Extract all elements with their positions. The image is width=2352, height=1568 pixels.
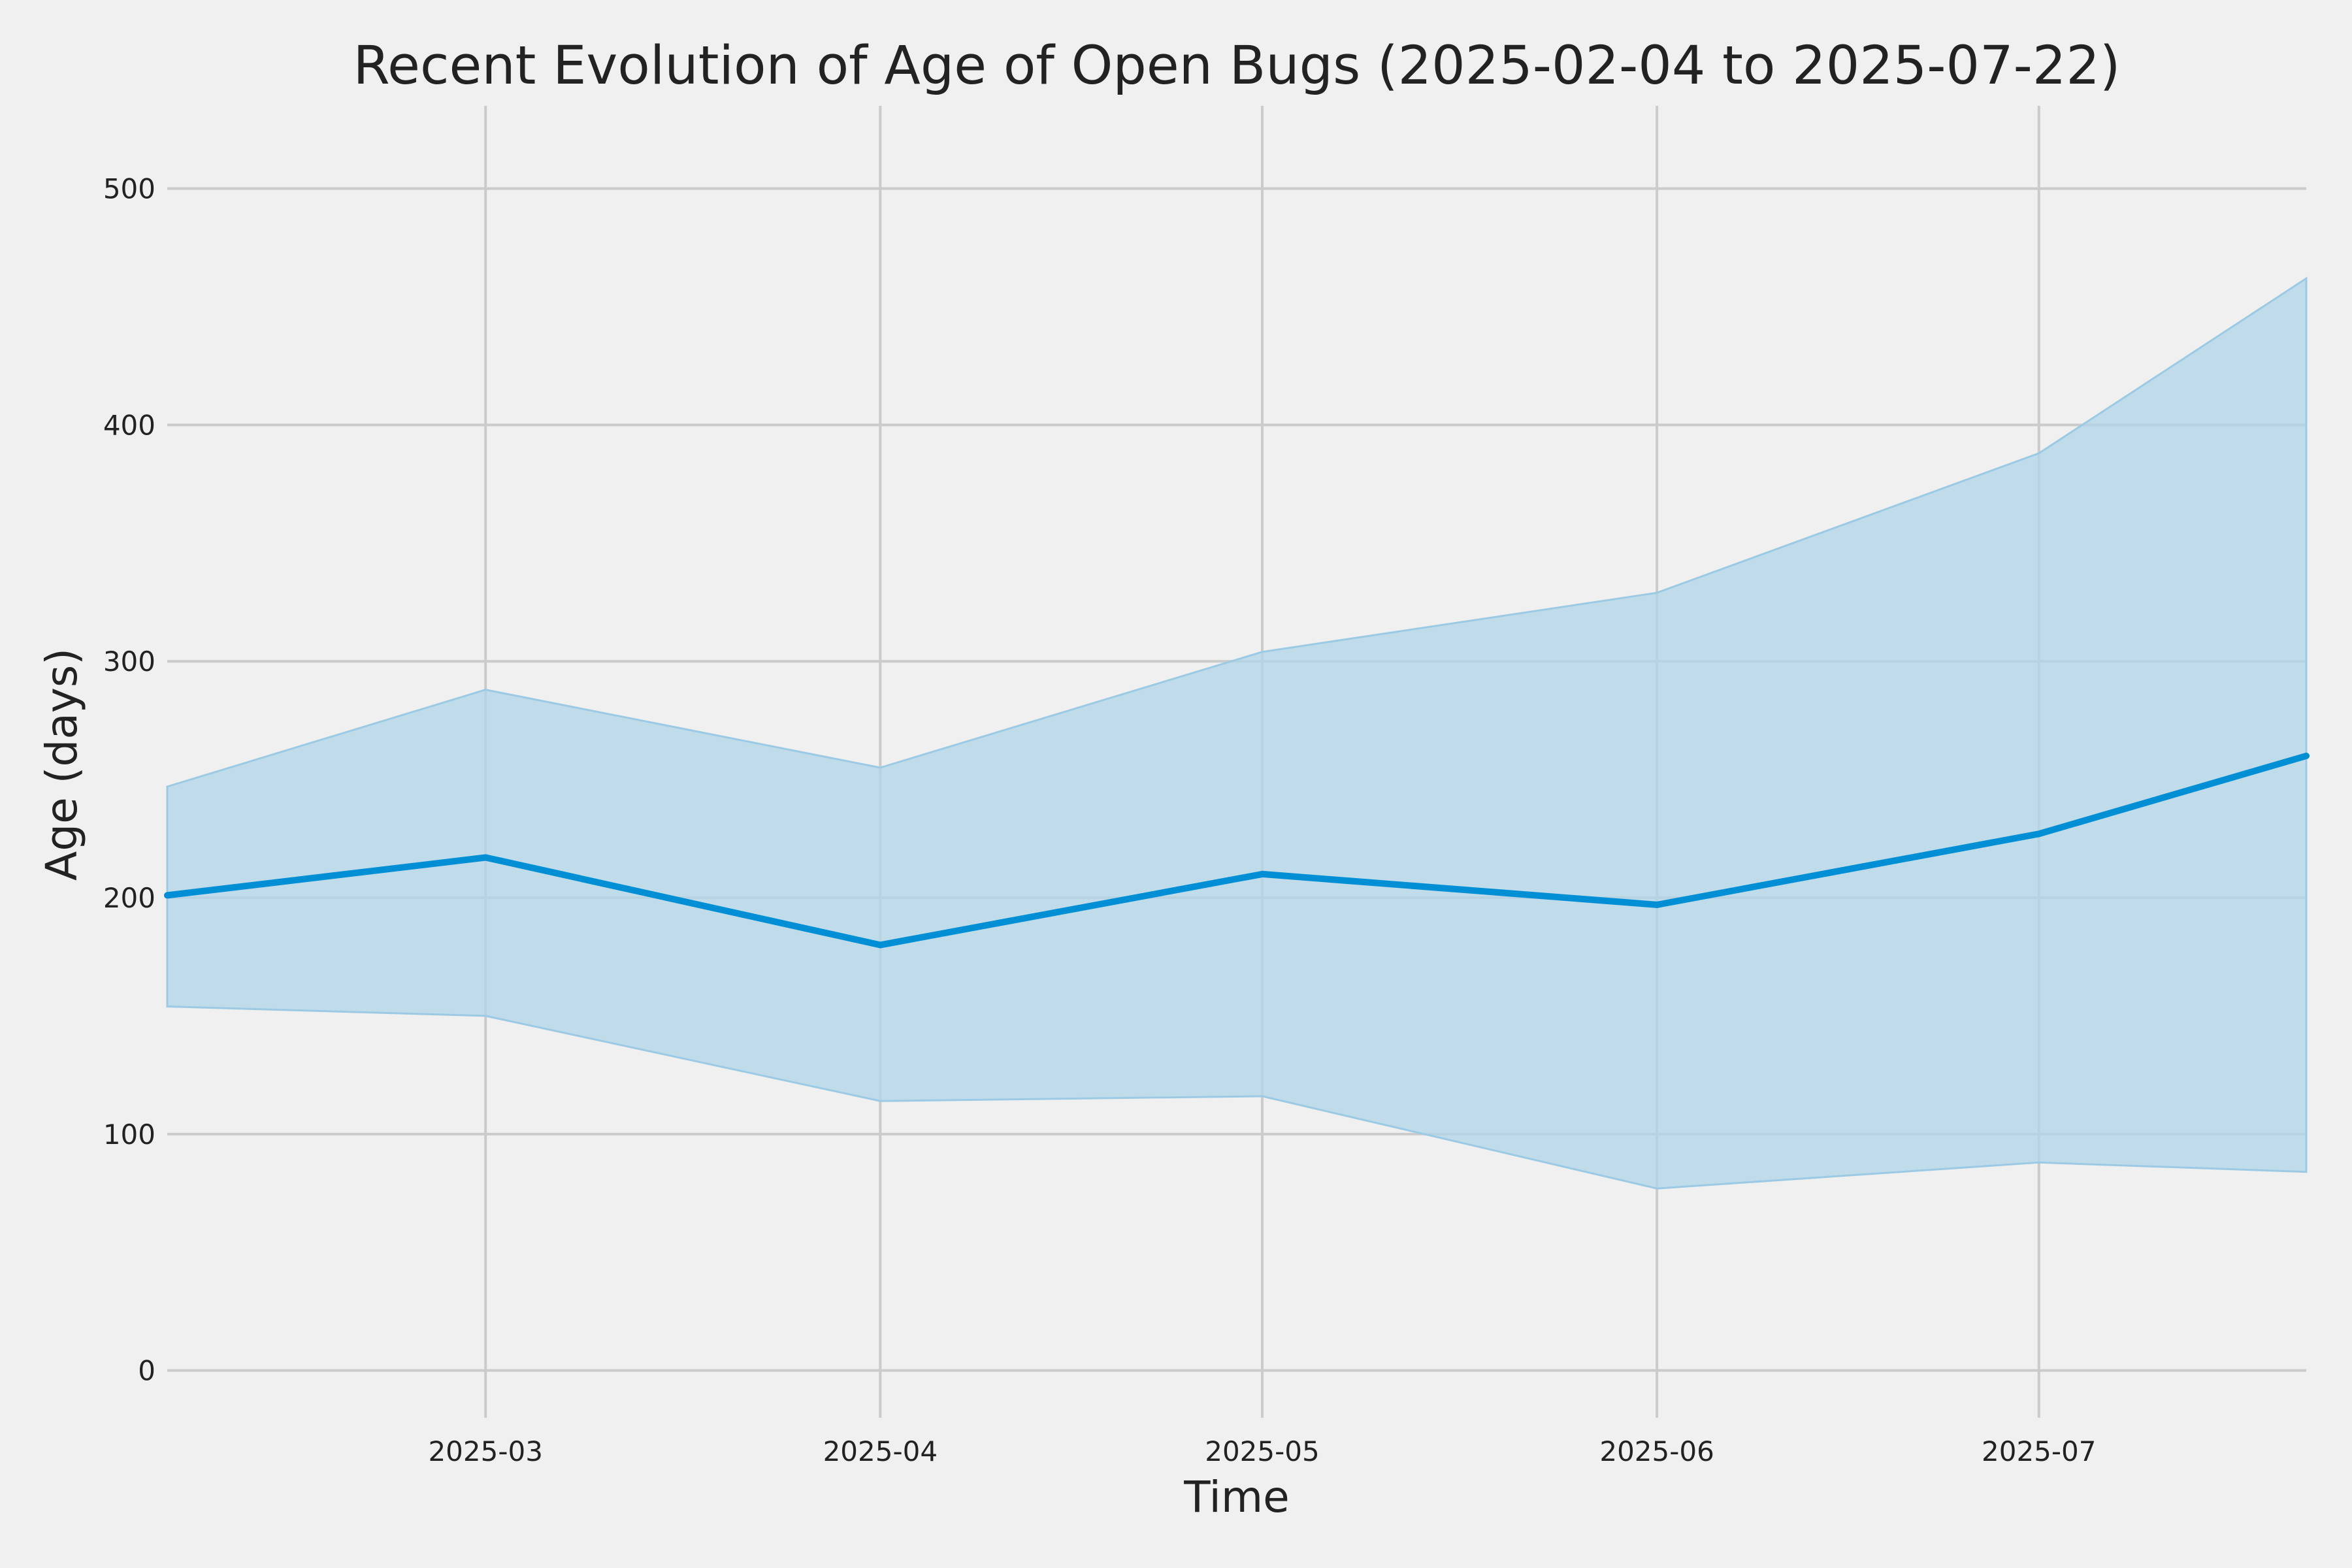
y-tick-label: 200 — [103, 882, 155, 914]
data-point — [1258, 870, 1266, 877]
x-tick-label: 2025-03 — [428, 1435, 543, 1467]
data-point — [2303, 752, 2310, 759]
y-axis-label: Age (days) — [37, 648, 87, 881]
x-tick-label: 2025-04 — [823, 1435, 938, 1467]
series-line-layer — [164, 752, 2310, 949]
y-tick-labels: 0 100 200 300 400 500 — [103, 173, 155, 1387]
y-tick-label: 500 — [103, 173, 155, 205]
data-point — [1654, 901, 1661, 908]
x-tick-label: 2025-07 — [1982, 1435, 2097, 1467]
x-tick-label: 2025-06 — [1599, 1435, 1714, 1467]
x-axis-label: Time — [1183, 1472, 1290, 1522]
y-tick-label: 400 — [103, 409, 155, 441]
data-point — [877, 941, 884, 949]
data-point — [482, 854, 489, 861]
range-band-layer — [166, 276, 2308, 1190]
y-tick-label: 0 — [138, 1355, 155, 1387]
y-tick-label: 100 — [103, 1119, 155, 1151]
x-tick-label: 2025-05 — [1205, 1435, 1320, 1467]
data-point — [2035, 830, 2042, 838]
x-tick-labels: 2025-03 2025-04 2025-05 2025-06 2025-07 — [428, 1435, 2096, 1467]
range-band — [166, 276, 2308, 1190]
y-tick-label: 300 — [103, 645, 155, 678]
data-point — [164, 892, 171, 899]
chart-title: Recent Evolution of Age of Open Bugs (20… — [353, 35, 2121, 97]
